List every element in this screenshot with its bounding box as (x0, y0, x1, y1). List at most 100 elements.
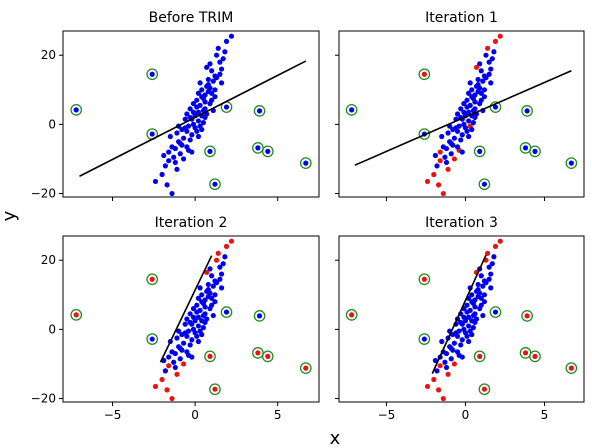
data-point (212, 292, 218, 298)
data-point (488, 80, 494, 86)
x-axis-label: x (330, 428, 341, 448)
outlier-point (421, 336, 427, 342)
data-point (475, 76, 481, 83)
outlier-point (265, 148, 271, 154)
fit-line (159, 255, 213, 363)
data-point (194, 333, 200, 339)
data-point (166, 149, 172, 155)
data-point (199, 94, 205, 100)
data-point (488, 285, 494, 291)
outlier-point (212, 181, 218, 187)
data-point (489, 261, 495, 267)
data-point (223, 38, 230, 44)
data-point (218, 285, 225, 291)
data-point (472, 99, 478, 105)
data-point (192, 318, 198, 324)
fit-line (354, 70, 572, 166)
data-point (184, 349, 190, 355)
outlier-point (73, 312, 79, 318)
data-point (199, 126, 205, 133)
data-point (182, 116, 188, 122)
data-point (478, 302, 484, 308)
outlier-point (73, 107, 79, 113)
data-point (469, 331, 475, 338)
data-point (209, 97, 215, 103)
data-point (194, 104, 200, 110)
data-point (195, 90, 202, 96)
outlier-ring (209, 178, 221, 191)
data-point (222, 49, 228, 55)
data-point (443, 159, 450, 166)
data-point (461, 121, 467, 127)
outlier-point (524, 313, 530, 319)
data-point (478, 68, 484, 74)
data-point (164, 387, 170, 393)
data-point (202, 106, 208, 112)
outlier-point (207, 148, 213, 154)
data-point (190, 101, 197, 107)
fit-line (79, 60, 307, 177)
data-point (481, 94, 488, 100)
data-point (200, 325, 206, 331)
outlier-point (207, 353, 213, 359)
outlier-ring (418, 333, 431, 345)
data-point (169, 190, 175, 197)
data-point (432, 357, 439, 364)
data-point (483, 75, 489, 81)
data-point (174, 335, 180, 341)
outlier-point (149, 71, 155, 77)
data-point (223, 243, 230, 249)
data-point (442, 359, 448, 365)
outlier-ring (253, 105, 266, 117)
data-point (177, 140, 183, 146)
data-point (453, 125, 459, 131)
data-point (220, 56, 226, 62)
data-point (169, 395, 175, 402)
panel-1: Before TRIM −20 0 20 (31, 10, 320, 201)
outlier-point (149, 276, 155, 282)
data-point (180, 361, 187, 367)
outlier-point (522, 145, 529, 151)
data-point (454, 111, 461, 117)
data-point (209, 68, 215, 74)
data-point (210, 78, 216, 84)
data-point (442, 154, 448, 160)
data-point (184, 144, 190, 150)
data-point (470, 120, 476, 126)
outlier-ring (521, 105, 533, 117)
data-point (189, 354, 195, 360)
outlier-point (349, 312, 355, 318)
data-point (205, 76, 211, 83)
outlier-ring (418, 273, 431, 286)
data-point (472, 106, 478, 112)
data-point (187, 342, 193, 348)
panel-4: Iteration 3 −5 0 5 (335, 215, 585, 422)
data-point (432, 152, 439, 159)
data-point (222, 254, 228, 260)
data-point (204, 269, 210, 275)
y-tick-label: 0 (48, 322, 56, 336)
data-point (182, 125, 188, 131)
outlier-point (492, 104, 499, 110)
outlier-ring (261, 145, 274, 158)
outlier-point (477, 353, 483, 359)
data-point (451, 361, 457, 367)
data-point (220, 261, 226, 267)
outlier-ring (565, 362, 578, 374)
outlier-ring (473, 350, 486, 363)
data-point (467, 80, 473, 86)
data-point (167, 133, 173, 140)
outlier-point (255, 145, 261, 151)
data-point (459, 354, 465, 360)
y-tick-label: −20 (31, 392, 56, 406)
data-point (437, 158, 443, 164)
data-point (459, 132, 465, 138)
data-point (207, 290, 213, 296)
data-point (480, 312, 486, 319)
data-point (469, 299, 475, 305)
data-point (466, 109, 472, 115)
x-tick-label: −5 (378, 408, 396, 422)
panel-title: Iteration 2 (155, 215, 228, 231)
outlier-ring (299, 157, 312, 169)
